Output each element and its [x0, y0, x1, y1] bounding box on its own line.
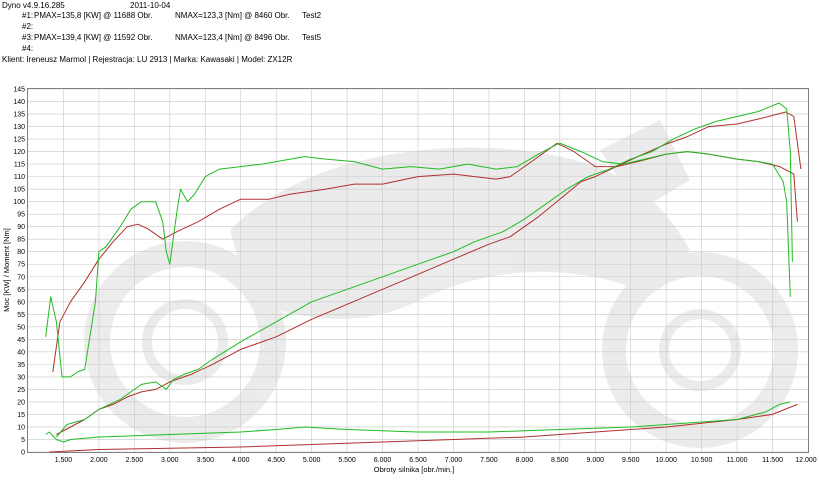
- y-tick-label-15: 75: [17, 262, 25, 269]
- y-tick-labels: 0 5 10 15 20 25 30 35 40 45 50 55 60 65 70 75 80 85 90 95 10…: [13, 87, 25, 457]
- run-3-tag: #3:: [22, 33, 34, 42]
- x-tick-label-1: 2.000: [90, 457, 108, 464]
- y-tick-label-12: 60: [17, 299, 25, 306]
- run-4-tag: #4:: [22, 44, 34, 53]
- x-tick-label-14: 8.500: [551, 457, 569, 464]
- y-tick-label-2: 10: [17, 424, 25, 431]
- x-tick-label-13: 8.000: [516, 457, 534, 464]
- y-axis-label: Moc [KW] / Moment [Nm]: [2, 228, 11, 312]
- y-tick-label-16: 80: [17, 249, 25, 256]
- x-tick-label-16: 9.500: [622, 457, 640, 464]
- series-line-3: [56, 102, 793, 438]
- y-tick-label-7: 35: [17, 362, 25, 369]
- x-tick-label-7: 5.000: [303, 457, 321, 464]
- y-tick-label-24: 120: [13, 149, 25, 156]
- y-tick-label-13: 65: [17, 287, 25, 294]
- series-line-2: [56, 111, 802, 435]
- x-tick-label-6: 4.500: [267, 457, 285, 464]
- y-tick-label-29: 145: [13, 87, 25, 94]
- y-tick-label-20: 100: [13, 199, 25, 206]
- x-tick-label-8: 5.500: [338, 457, 356, 464]
- x-tick-label-4: 3.500: [197, 457, 215, 464]
- x-axis-label: Obroty silnika [obr./min.]: [374, 465, 454, 474]
- x-tick-label-20: 11.500: [762, 457, 783, 464]
- y-tick-label-1: 5: [21, 437, 25, 444]
- y-tick-label-27: 135: [13, 112, 25, 119]
- run-1-nmax: NMAX=123,3 [Nm] @ 8460 Obr.: [175, 11, 290, 20]
- x-tick-label-19: 11.000: [727, 457, 748, 464]
- run-1-name: Test2: [302, 11, 322, 20]
- run-2-tag: #2:: [22, 22, 34, 31]
- x-tick-label-12: 7.500: [480, 457, 498, 464]
- app-version: Dyno v4.9.16.285: [2, 1, 65, 10]
- x-tick-label-2: 2.500: [126, 457, 144, 464]
- series-group: [45, 102, 802, 453]
- x-tick-label-17: 10.000: [655, 457, 677, 464]
- x-tick-label-21: 12.000: [795, 457, 817, 464]
- y-tick-label-18: 90: [17, 224, 25, 231]
- run-1-pmax: PMAX=135,8 [KW] @ 11688 Obr.: [34, 11, 153, 20]
- x-tick-labels: 1.500 2.000 2.500 3.000 3.500 4.000 4.500 5.000…: [55, 457, 817, 464]
- y-tick-label-25: 125: [13, 137, 25, 144]
- y-tick-label-4: 20: [17, 399, 25, 406]
- run-3-name: Test5: [302, 33, 322, 42]
- y-tick-label-6: 30: [17, 374, 25, 381]
- y-tick-label-19: 95: [17, 212, 25, 219]
- series-line-5: [45, 401, 791, 443]
- y-tick-label-21: 105: [13, 187, 25, 194]
- run-1-tag: #1:: [22, 11, 34, 20]
- run-3-pmax: PMAX=139,4 [KW] @ 11592 Obr.: [34, 33, 153, 42]
- y-tick-label-26: 130: [13, 124, 25, 131]
- x-tick-label-3: 3.000: [161, 457, 179, 464]
- y-tick-label-5: 25: [17, 387, 25, 394]
- x-tick-label-11: 7.000: [445, 457, 463, 464]
- y-tick-label-22: 110: [14, 174, 25, 181]
- test-date: 2011-10-04: [130, 1, 171, 10]
- y-tick-label-0: 0: [21, 450, 25, 457]
- y-tick-label-23: 115: [14, 162, 25, 169]
- y-tick-label-10: 50: [17, 324, 25, 331]
- x-tick-label-15: 9.000: [587, 457, 605, 464]
- series-line-1: [45, 142, 791, 378]
- y-tick-label-14: 70: [17, 274, 25, 281]
- run-3-nmax: NMAX=123,4 [Nm] @ 8496 Obr.: [175, 33, 290, 42]
- plot-frame: [27, 88, 809, 453]
- x-tick-label-9: 6.000: [374, 457, 392, 464]
- x-tick-label-0: 1.500: [55, 457, 73, 464]
- y-tick-label-8: 40: [17, 349, 25, 356]
- y-tick-label-17: 85: [17, 237, 25, 244]
- motorcycle-watermark: [84, 120, 798, 448]
- y-tick-label-9: 45: [17, 337, 25, 344]
- x-tick-label-5: 4.000: [232, 457, 250, 464]
- y-tick-label-11: 55: [17, 312, 25, 319]
- x-tick-label-18: 10.500: [691, 457, 713, 464]
- client-info: Klient: Ireneusz Marmol | Rejestracja: L…: [2, 55, 293, 64]
- y-tick-label-3: 15: [17, 412, 25, 419]
- x-tick-label-10: 6.500: [409, 457, 427, 464]
- y-tick-label-28: 140: [13, 99, 25, 106]
